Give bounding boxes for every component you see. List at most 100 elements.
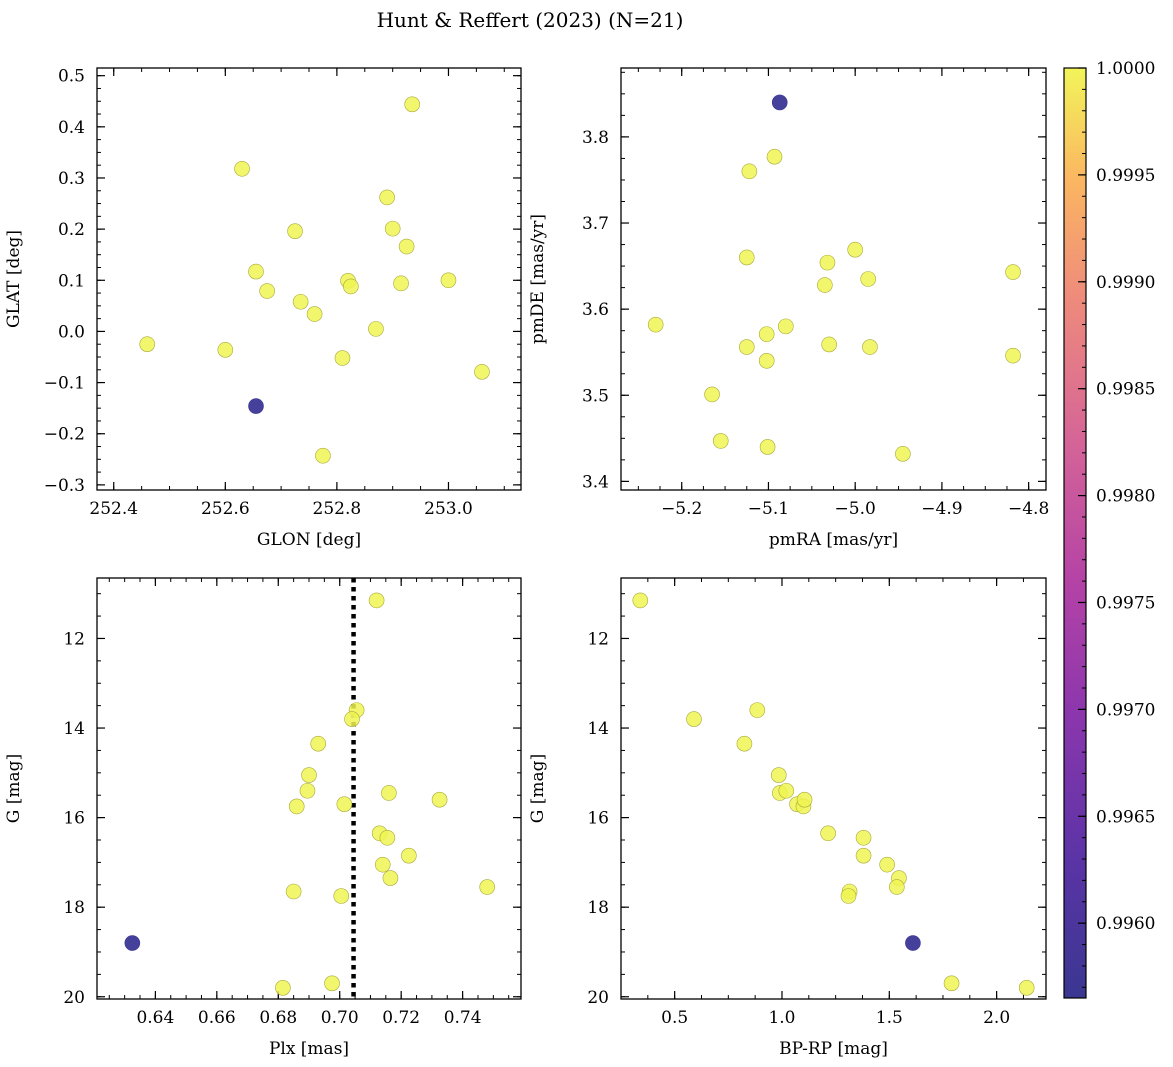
data-point bbox=[879, 856, 895, 873]
y-tick-label: 3.8 bbox=[582, 128, 609, 148]
figure-title: Hunt & Reffert (2023) (N=21) bbox=[377, 8, 684, 32]
y-tick-label: 3.4 bbox=[582, 472, 609, 492]
data-point bbox=[759, 439, 776, 455]
data-point bbox=[288, 798, 305, 815]
x-tick-label: 1.5 bbox=[876, 1008, 903, 1028]
y-tick-label: 20 bbox=[63, 988, 85, 1008]
data-point bbox=[310, 735, 327, 752]
x-axis-label: BP-RP [mag] bbox=[779, 1039, 888, 1059]
data-area bbox=[647, 94, 1021, 462]
data-point bbox=[862, 339, 878, 355]
x-tick-label: −5.1 bbox=[748, 499, 789, 519]
panel-top-right: −5.2 −5.1 −5.0 −4.9 −4.8 3.4 3.5 3.6 3.7 3.8 pmRA … bbox=[528, 67, 1049, 550]
data-point bbox=[299, 782, 316, 799]
data-point bbox=[758, 353, 775, 369]
data-point bbox=[704, 386, 720, 403]
x-tick-label: −5.2 bbox=[661, 499, 702, 519]
data-point bbox=[860, 271, 876, 287]
data-area bbox=[632, 592, 1035, 996]
data-point bbox=[738, 339, 755, 355]
data-point bbox=[292, 293, 309, 310]
data-point bbox=[333, 888, 350, 904]
colorbar-tick-label: 0.9965 bbox=[1096, 807, 1155, 827]
x-tick-label: 252.8 bbox=[313, 499, 362, 519]
x-tick-label: −4.8 bbox=[1008, 499, 1049, 519]
data-point bbox=[741, 163, 758, 180]
data-point bbox=[398, 238, 415, 255]
data-point bbox=[758, 326, 775, 342]
y-tick-label: 16 bbox=[587, 809, 609, 829]
data-point bbox=[943, 975, 960, 992]
data-point bbox=[368, 321, 384, 337]
data-point bbox=[344, 711, 360, 727]
axes-frame bbox=[620, 577, 1047, 1000]
data-point bbox=[821, 336, 837, 353]
data-point bbox=[738, 249, 755, 266]
y-tick-label: 3.6 bbox=[582, 300, 609, 320]
data-point bbox=[847, 241, 863, 258]
data-point bbox=[889, 879, 905, 895]
y-tick-label: 12 bbox=[63, 629, 85, 649]
data-point bbox=[817, 277, 833, 293]
x-axis-label: GLON [deg] bbox=[257, 530, 361, 550]
y-tick-label: −0.2 bbox=[44, 425, 85, 445]
data-point bbox=[712, 433, 729, 449]
panel-top-left: 252.4 252.6 252.8 253.0 −0.3 −0.2 −0.1 0.0 0.1 0.… bbox=[4, 67, 522, 550]
colorbar-tick-label: 0.9985 bbox=[1096, 380, 1155, 400]
data-point bbox=[632, 592, 649, 609]
colorbar: 1.0000 0.9995 0.9990 0.9985 0.9980 0.9975 0.99… bbox=[1063, 59, 1155, 999]
data-point bbox=[368, 592, 385, 609]
data-point bbox=[440, 272, 457, 289]
data-point bbox=[777, 318, 794, 335]
x-tick-label: 1.0 bbox=[768, 1008, 795, 1028]
x-tick-label: 0.72 bbox=[382, 1008, 420, 1028]
x-tick-label: 0.5 bbox=[661, 1008, 688, 1028]
data-area bbox=[139, 96, 490, 464]
data-point bbox=[259, 283, 275, 299]
x-tick-label: 2.0 bbox=[983, 1008, 1010, 1028]
data-point bbox=[736, 735, 753, 752]
y-tick-label: 14 bbox=[63, 719, 85, 739]
colorbar-ticks: 1.0000 0.9995 0.9990 0.9985 0.9980 0.9975 0.99… bbox=[1078, 59, 1155, 988]
data-point bbox=[315, 447, 331, 464]
data-point bbox=[336, 796, 353, 812]
data-point bbox=[479, 879, 496, 895]
data-point bbox=[766, 148, 783, 165]
y-axis-label: G [mag] bbox=[4, 754, 24, 823]
data-point bbox=[770, 767, 787, 783]
y-tick-label: 3.5 bbox=[582, 386, 609, 406]
axes-frame bbox=[96, 67, 522, 491]
x-tick-label: −5.0 bbox=[835, 499, 876, 519]
x-tick-label: −4.9 bbox=[921, 499, 962, 519]
colorbar-tick-label: 0.9990 bbox=[1096, 273, 1155, 293]
data-point bbox=[474, 364, 490, 380]
y-tick-label: 0.5 bbox=[58, 67, 85, 87]
data-point bbox=[749, 702, 766, 718]
y-tick-label: 18 bbox=[587, 898, 609, 918]
data-point bbox=[381, 785, 397, 801]
data-point bbox=[1005, 264, 1021, 280]
y-tick-label: 12 bbox=[587, 629, 609, 649]
panels: 252.4 252.6 252.8 253.0 −0.3 −0.2 −0.1 0.0 0.1 0.… bbox=[4, 67, 1049, 1059]
colorbar-tick-label: 1.0000 bbox=[1096, 59, 1155, 79]
data-point bbox=[431, 791, 448, 808]
data-point bbox=[384, 220, 401, 237]
data-point bbox=[217, 342, 234, 358]
data-point bbox=[343, 278, 359, 295]
data-area bbox=[124, 578, 496, 999]
data-point bbox=[379, 189, 395, 206]
y-tick-label: 0.2 bbox=[58, 220, 85, 240]
data-point bbox=[895, 446, 911, 462]
y-tick-label: 3.7 bbox=[582, 214, 609, 234]
colorbar-tick-label: 0.9995 bbox=[1096, 166, 1155, 186]
data-point bbox=[905, 935, 921, 951]
data-point bbox=[285, 883, 302, 900]
colorbar-tick-label: 0.9960 bbox=[1096, 914, 1155, 934]
x-axis-label: Plx [mas] bbox=[269, 1039, 349, 1059]
data-point bbox=[404, 96, 421, 113]
data-point bbox=[374, 856, 391, 873]
x-tick-label: 0.70 bbox=[321, 1008, 359, 1028]
data-point bbox=[840, 888, 857, 904]
colorbar-tick-label: 0.9970 bbox=[1096, 700, 1155, 720]
panel-bottom-left: 0.64 0.66 0.68 0.70 0.72 0.74 12 14 16 18 20 Plx [m… bbox=[4, 577, 522, 1059]
